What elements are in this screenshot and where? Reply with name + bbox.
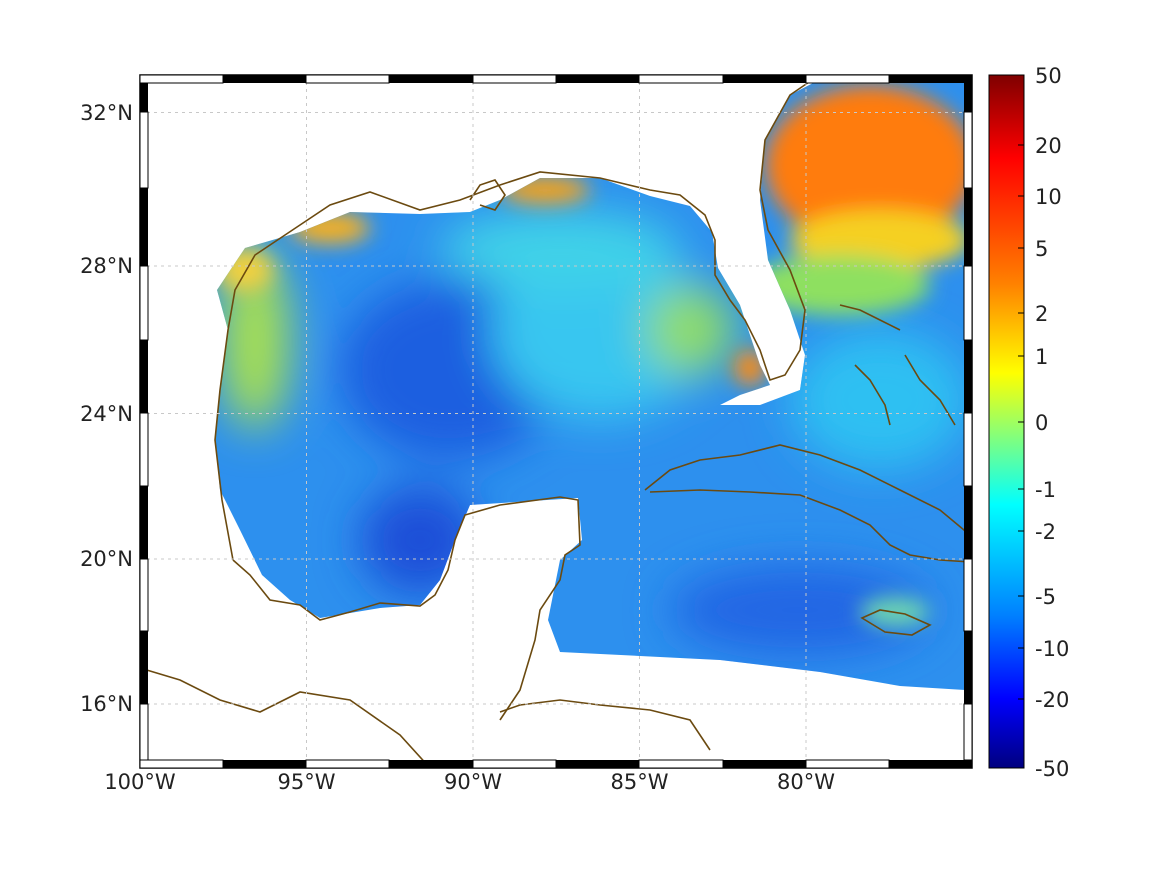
sst-field xyxy=(215,82,965,690)
frame-top xyxy=(139,74,972,84)
field-anomalies xyxy=(220,210,965,655)
yellow-texas xyxy=(217,248,273,292)
coastlines xyxy=(139,77,971,769)
colorbar-ticks xyxy=(1018,74,1024,769)
deep-blue-campeche xyxy=(360,485,480,595)
colorbar-label: -5 xyxy=(1035,585,1056,609)
y-tick-label: 24°N xyxy=(80,402,133,426)
coast-mexico xyxy=(139,496,581,769)
colorbar-label: -2 xyxy=(1035,520,1056,544)
x-tick-label: 100°W xyxy=(104,770,176,794)
colorbar-label: 5 xyxy=(1035,237,1048,261)
y-tick-label: 32°N xyxy=(80,101,133,125)
colorbar-label: 2 xyxy=(1035,302,1048,326)
colorbar-label: -10 xyxy=(1035,637,1069,661)
colorbar-label: 50 xyxy=(1035,64,1062,88)
coast-us-gulf xyxy=(214,77,816,561)
frame-right xyxy=(963,83,973,761)
orange-louisiana xyxy=(290,212,370,244)
frame-left xyxy=(139,83,149,761)
x-axis-labels: 100°W 95°W 90°W 85°W 80°W xyxy=(104,770,835,794)
green-west xyxy=(220,250,290,430)
colorbar-label: 1 xyxy=(1035,345,1048,369)
map-frame xyxy=(139,74,973,769)
graticule xyxy=(140,75,972,768)
x-tick-label: 95°W xyxy=(278,770,336,794)
colorbar-labels: 50 20 10 5 2 1 0 -1 -2 -5 -10 -20 -50 xyxy=(1035,64,1069,781)
colorbar-label: -1 xyxy=(1035,478,1056,502)
x-tick-label: 80°W xyxy=(777,770,835,794)
colorbar-label: -20 xyxy=(1035,688,1069,712)
y-tick-label: 16°N xyxy=(80,692,133,716)
x-tick-label: 90°W xyxy=(444,770,502,794)
yellow-atlantic xyxy=(790,210,965,270)
coast-bahamas xyxy=(839,304,956,426)
coast-cuba xyxy=(644,444,971,563)
frame-bottom xyxy=(139,759,972,769)
orange-florida-bay xyxy=(734,350,766,386)
cyan-bahamas xyxy=(790,330,965,470)
x-tick-label: 85°W xyxy=(611,770,669,794)
orange-atlantic xyxy=(765,85,965,245)
coast-jamaica xyxy=(860,609,932,636)
y-tick-label: 20°N xyxy=(80,547,133,571)
cyan-north xyxy=(440,210,680,290)
colorbar-label: -50 xyxy=(1035,757,1069,781)
y-tick-label: 28°N xyxy=(80,254,133,278)
colorbar-label: 10 xyxy=(1035,185,1062,209)
colorbar: 50 20 10 5 2 1 0 -1 -2 -5 -10 -20 -50 xyxy=(988,64,1069,781)
deep-blue-caribbean xyxy=(670,565,930,655)
green-florida xyxy=(645,285,735,375)
coast-louisiana-delta xyxy=(469,179,506,211)
colorbar-label: 0 xyxy=(1035,411,1048,435)
green-atlantic xyxy=(750,255,930,315)
colorbar-label: 20 xyxy=(1035,134,1062,158)
y-axis-labels: 32°N 28°N 24°N 20°N 16°N xyxy=(80,101,133,716)
coast-central-america xyxy=(499,699,711,751)
